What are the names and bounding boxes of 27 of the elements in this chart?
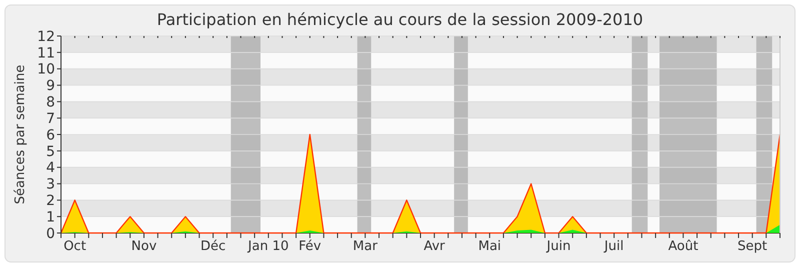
y-tick-label: 8 — [46, 94, 55, 111]
y-tick-label: 1 — [46, 209, 55, 226]
y-tick-label: 2 — [46, 193, 55, 210]
y-tick-label: 7 — [46, 110, 55, 127]
x-tick-label: Mar — [352, 239, 378, 254]
y-tick-label: 0 — [46, 226, 55, 242]
y-tick-label: 4 — [46, 160, 56, 176]
x-tick-label: Nov — [131, 239, 157, 254]
y-tick-label: 11 — [37, 45, 55, 62]
x-tick-label: Déc — [200, 239, 226, 254]
y-tick-label: 5 — [46, 144, 55, 160]
y-tick-label: 3 — [46, 176, 55, 193]
x-tick-label: Juin — [546, 239, 571, 254]
x-tick-label: Avr — [424, 239, 446, 254]
x-tick-label: Jan 10 — [247, 239, 289, 254]
x-tick-label: Juil — [603, 239, 624, 254]
chart-title: Participation en hémicycle au cours de la session 2009-2010 — [156, 10, 644, 29]
y-tick-label: 9 — [46, 78, 55, 94]
x-tick-label: Oct — [64, 239, 86, 254]
x-tick-label: Août — [668, 239, 698, 254]
y-tick-label: 6 — [46, 127, 56, 144]
y-tick-label: 12 — [37, 28, 55, 45]
x-tick-label: Sept — [738, 239, 768, 254]
y-tick-label: 10 — [37, 62, 55, 78]
y-axis-title: Séances par semaine — [13, 64, 28, 204]
x-tick-label: Fév — [298, 239, 322, 254]
x-tick-label: Mai — [478, 239, 502, 254]
